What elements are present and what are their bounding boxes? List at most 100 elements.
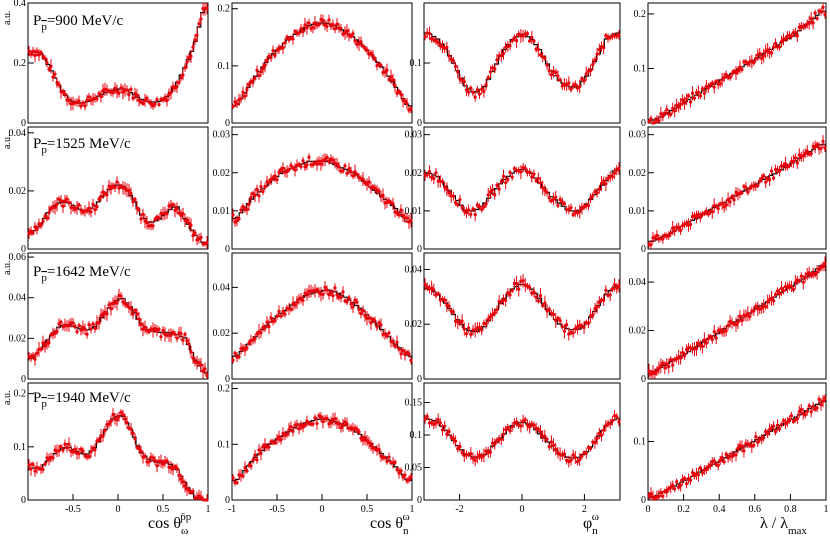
data-point bbox=[35, 50, 39, 54]
data-point bbox=[549, 440, 554, 444]
data-point bbox=[597, 47, 601, 52]
data-point bbox=[821, 139, 825, 143]
panel-frame bbox=[647, 382, 827, 501]
data-point bbox=[451, 310, 455, 314]
panel-r3c0: 0 0.1 0.2 -0.5 0 0.5 1 a.u. bbox=[2, 382, 211, 515]
data-point bbox=[31, 231, 35, 235]
data-point bbox=[253, 453, 257, 457]
data-point bbox=[63, 442, 67, 446]
panel-r0c2: 00.1 bbox=[410, 2, 621, 129]
data-point bbox=[131, 431, 135, 435]
panel-r0c0: 0 0.2 0.4a.u. bbox=[2, 0, 209, 129]
data-point bbox=[231, 476, 235, 480]
data-point bbox=[558, 319, 562, 323]
data-points bbox=[27, 3, 209, 111]
data-point bbox=[744, 60, 748, 64]
data-point bbox=[399, 92, 403, 97]
data-point bbox=[754, 435, 758, 439]
data-point bbox=[549, 199, 554, 203]
data-point bbox=[799, 274, 803, 278]
data-point bbox=[273, 174, 277, 178]
data-point bbox=[801, 154, 805, 158]
data-point bbox=[77, 451, 81, 456]
data-point bbox=[547, 69, 551, 73]
data-point bbox=[83, 104, 87, 108]
data-point bbox=[281, 166, 285, 171]
x-tick-label: 0 bbox=[320, 504, 325, 515]
data-point bbox=[653, 497, 657, 501]
data-point bbox=[740, 190, 744, 195]
data-point bbox=[647, 120, 651, 124]
data-point bbox=[377, 189, 381, 193]
y-tick-label: 0.2 bbox=[218, 4, 231, 15]
data-point bbox=[55, 202, 59, 206]
data-point bbox=[155, 97, 159, 102]
data-point bbox=[75, 206, 79, 210]
panel-r2c2: 0 0.02 0.04 bbox=[405, 252, 621, 385]
data-point bbox=[161, 462, 165, 466]
data-point bbox=[251, 458, 255, 462]
data-point bbox=[799, 408, 803, 412]
data-point bbox=[551, 443, 556, 447]
data-point bbox=[359, 311, 363, 316]
data-point bbox=[265, 320, 269, 324]
data-point bbox=[347, 296, 351, 300]
data-point bbox=[139, 217, 143, 221]
data-point bbox=[339, 295, 343, 299]
data-point bbox=[777, 291, 782, 296]
data-point bbox=[143, 98, 147, 102]
data-point bbox=[205, 240, 209, 245]
x-tick-label: -0.5 bbox=[269, 504, 285, 515]
data-point bbox=[595, 52, 599, 56]
data-point bbox=[377, 321, 381, 325]
data-point bbox=[423, 35, 427, 39]
data-point bbox=[443, 298, 447, 302]
data-point bbox=[285, 169, 289, 174]
data-point bbox=[99, 194, 103, 198]
data-point bbox=[373, 57, 377, 61]
data-point bbox=[655, 369, 659, 373]
data-point bbox=[343, 164, 347, 168]
data-point bbox=[87, 95, 91, 99]
data-point bbox=[453, 439, 458, 443]
data-point bbox=[299, 296, 303, 300]
data-point bbox=[67, 442, 71, 446]
data-point bbox=[47, 340, 51, 345]
data-point bbox=[805, 149, 809, 153]
data-point bbox=[554, 195, 558, 199]
data-point bbox=[447, 304, 451, 308]
data-point bbox=[686, 94, 691, 98]
data-point bbox=[259, 185, 263, 189]
data-point bbox=[41, 467, 45, 472]
data-point bbox=[175, 84, 179, 89]
data-point bbox=[447, 191, 451, 195]
data-point bbox=[97, 92, 101, 96]
data-point bbox=[339, 426, 343, 430]
data-point bbox=[109, 186, 113, 191]
data-point bbox=[730, 72, 734, 76]
data-point bbox=[521, 34, 525, 38]
data-point bbox=[85, 332, 89, 336]
data-point bbox=[305, 26, 309, 30]
data-point bbox=[462, 327, 466, 331]
data-point bbox=[764, 180, 768, 184]
data-point bbox=[480, 455, 484, 459]
data-point bbox=[599, 181, 604, 186]
data-point bbox=[159, 335, 163, 339]
data-point bbox=[399, 469, 403, 473]
data-point bbox=[746, 62, 750, 66]
data-point bbox=[253, 193, 257, 197]
data-point bbox=[797, 410, 801, 414]
panel-r2c1: 0 0.02 0.04 bbox=[213, 252, 413, 385]
data-point bbox=[730, 195, 734, 199]
y-tick-label: 0 bbox=[641, 244, 646, 255]
model-curve bbox=[28, 415, 208, 501]
data-point bbox=[432, 177, 436, 181]
data-point bbox=[758, 52, 762, 56]
data-point bbox=[451, 194, 455, 198]
data-point bbox=[740, 444, 744, 448]
data-point bbox=[560, 325, 564, 329]
data-point bbox=[718, 328, 722, 332]
data-point bbox=[87, 454, 91, 459]
